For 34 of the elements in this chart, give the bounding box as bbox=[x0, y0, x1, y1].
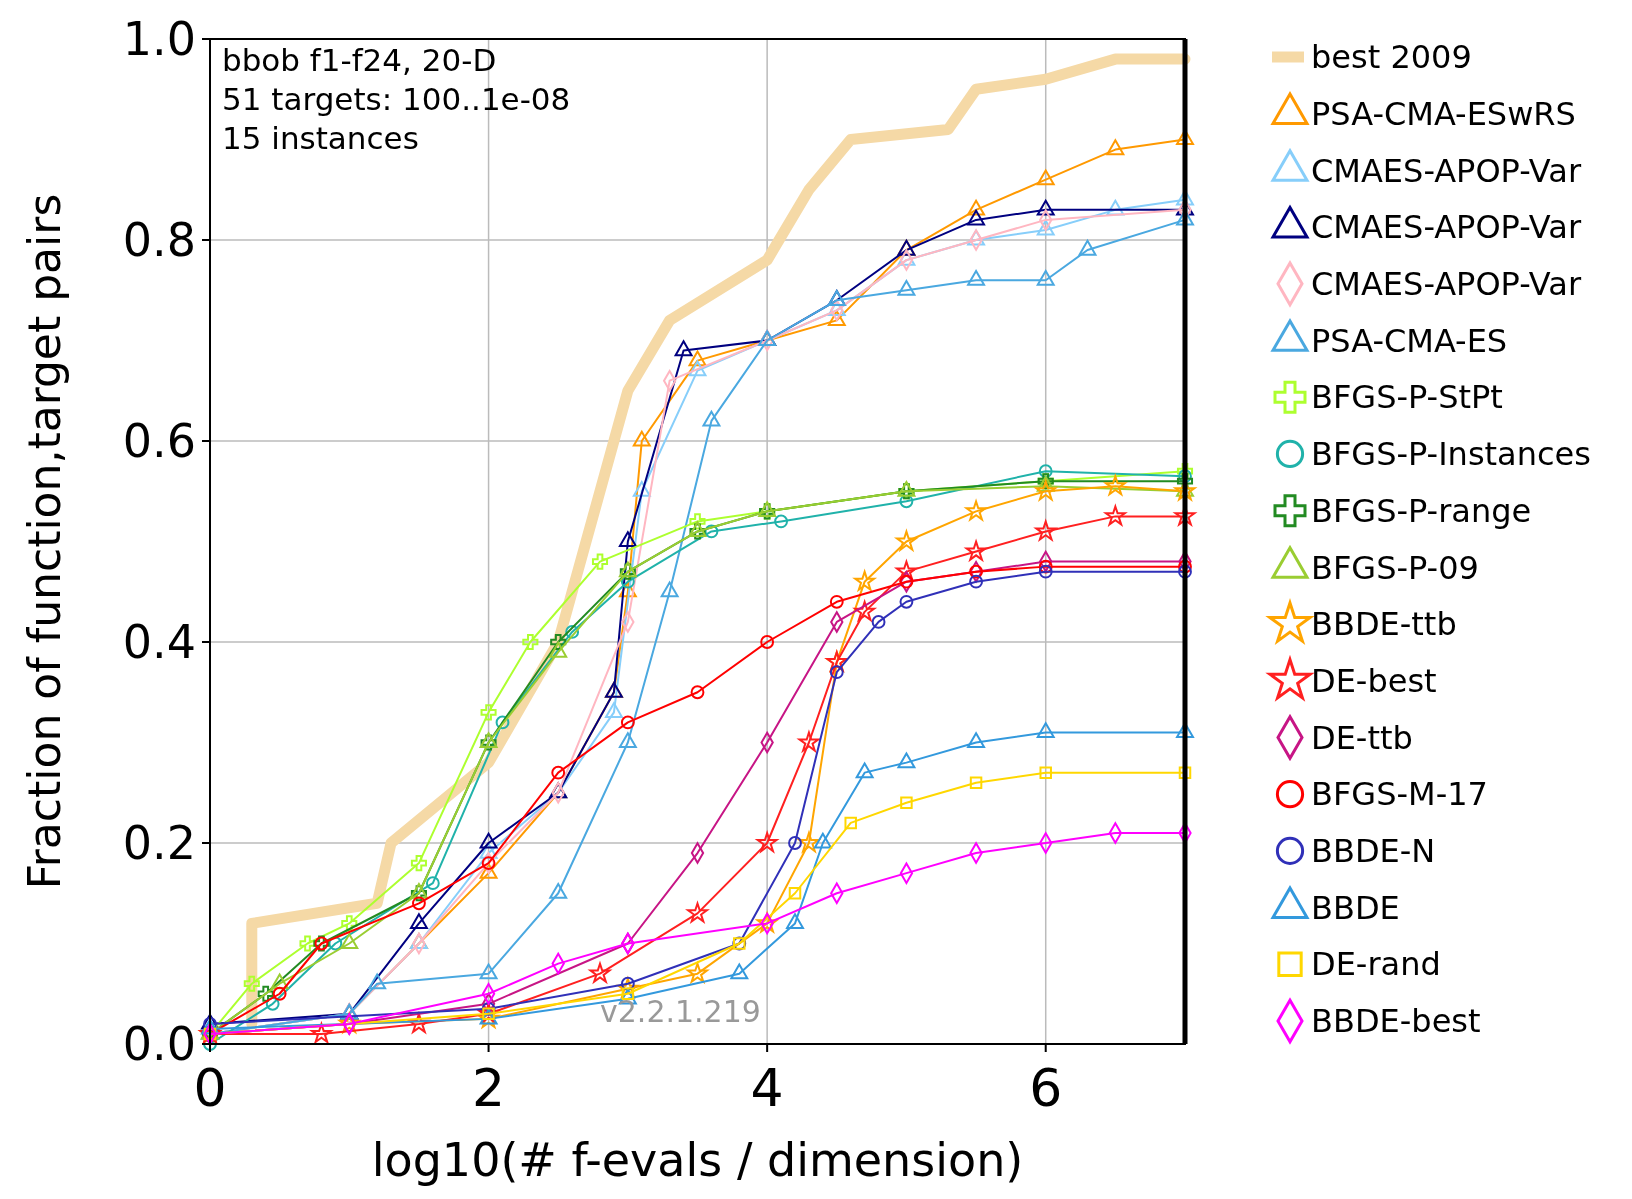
legend-label: DE-rand bbox=[1311, 945, 1441, 984]
legend-label: CMAES-APOP-Var bbox=[1311, 265, 1582, 304]
x-tick-label: 0 bbox=[193, 1058, 227, 1118]
y-axis-title: Fraction of function,target pairs bbox=[19, 193, 70, 890]
annotation: bbob f1-f24, 20-D bbox=[222, 42, 497, 78]
annotation: 15 instances bbox=[222, 120, 419, 156]
x-tick-label: 2 bbox=[472, 1058, 506, 1118]
legend-label: CMAES-APOP-Var bbox=[1311, 151, 1582, 190]
y-tick-label: 0.2 bbox=[122, 816, 196, 871]
x-axis-title: log10(# f-evals / dimension) bbox=[371, 1133, 1024, 1187]
y-tick-label: 0.0 bbox=[122, 1017, 196, 1072]
legend-label: CMAES-APOP-Var bbox=[1311, 208, 1582, 247]
legend-label: BBDE bbox=[1311, 888, 1400, 927]
y-tick-label: 0.8 bbox=[122, 213, 196, 268]
legend-label: BBDE-best bbox=[1311, 1002, 1481, 1041]
legend-label: BFGS-M-17 bbox=[1311, 775, 1488, 814]
annotation: v2.2.1.219 bbox=[600, 994, 761, 1029]
x-tick-label: 4 bbox=[750, 1058, 784, 1118]
legend-label: BBDE-N bbox=[1311, 832, 1436, 871]
legend-label: BFGS-P-09 bbox=[1311, 548, 1479, 587]
legend-label: PSA-CMA-ESwRS bbox=[1311, 94, 1576, 133]
annotation: 51 targets: 100..1e-08 bbox=[222, 81, 571, 117]
legend-label: DE-best bbox=[1311, 661, 1437, 700]
legend-label: PSA-CMA-ES bbox=[1311, 321, 1508, 360]
legend-label: BFGS-P-StPt bbox=[1311, 378, 1503, 417]
x-tick-label: 6 bbox=[1029, 1058, 1063, 1118]
legend-label: BBDE-ttb bbox=[1311, 605, 1457, 644]
y-tick-label: 0.4 bbox=[122, 615, 196, 670]
y-tick-label: 0.6 bbox=[122, 414, 196, 469]
legend-label: DE-ttb bbox=[1311, 718, 1413, 757]
y-tick-label: 1.0 bbox=[122, 12, 196, 67]
legend-label: best 2009 bbox=[1311, 38, 1472, 77]
legend-label: BFGS-P-Instances bbox=[1311, 435, 1591, 474]
legend-label: BFGS-P-range bbox=[1311, 491, 1532, 530]
